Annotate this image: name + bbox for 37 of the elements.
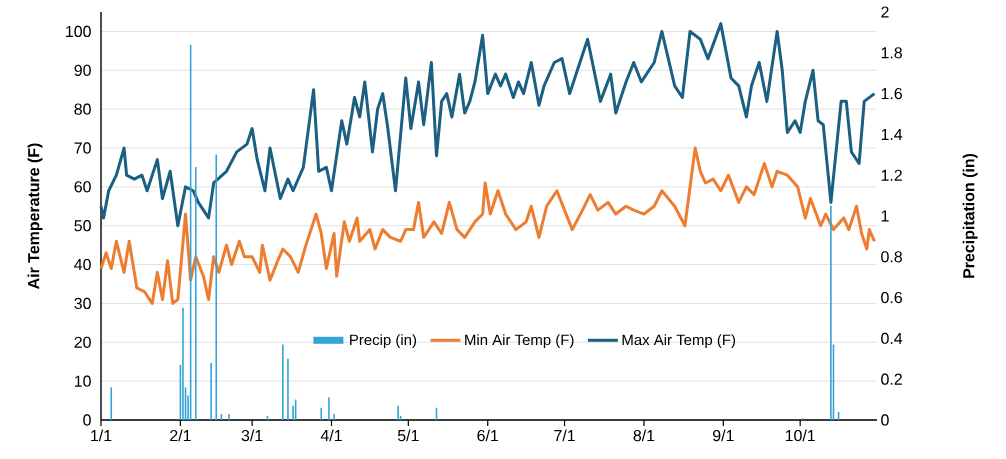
y2-tick-label: 0.4 [881,332,903,345]
x-tick-label: 7/1 [554,429,575,442]
x-tick-label: 5/1 [397,429,419,442]
y-tick-label: 70 [74,142,91,154]
y2-tick-label: 1.2 [881,169,902,181]
x-tick-label: 1/1 [91,429,112,442]
y-tick-label: 60 [74,181,91,193]
y-tick-label: 10 [74,375,91,387]
y-tick-label: 100 [66,25,91,38]
legend-label: Min Air Temp (F) [465,334,574,349]
y2-tick-label: 0.8 [881,251,902,263]
y-tick-label: 80 [74,103,91,115]
y-tick-label: 40 [74,258,91,271]
x-tick-label: 2/1 [170,429,191,442]
x-tick-label: 8/1 [633,429,655,442]
x-tick-label: 10/1 [785,429,815,442]
y-tick-label: 90 [74,64,91,76]
y-tick-label: 30 [74,297,91,310]
y2-tick-label: 1.6 [881,87,902,100]
y2-axis-title: Precipitation (in) [962,153,978,278]
y2-tick-label: 2 [881,6,889,18]
y-axis-title: Air Temperature (F) [27,143,43,289]
y-tick-label: 50 [74,220,91,232]
x-tick-label: 6/1 [477,429,499,442]
y2-tick-label: 0.2 [881,373,902,385]
y2-tick-label: 1 [881,210,889,222]
y-tick-label: 20 [74,336,91,348]
x-tick-label: 4/1 [320,429,342,442]
legend-label: Precip (in) [350,334,417,349]
y-tick-label: 0 [83,414,91,426]
y2-tick-label: 1.8 [881,47,902,59]
x-tick-label: 9/1 [713,429,734,442]
y2-tick-label: 0.6 [881,291,902,304]
x-tick-label: 3/1 [241,429,263,442]
y2-tick-label: 0 [881,414,889,426]
legend-label: Max Air Temp (F) [622,334,736,349]
y2-tick-label: 1.4 [881,128,903,140]
